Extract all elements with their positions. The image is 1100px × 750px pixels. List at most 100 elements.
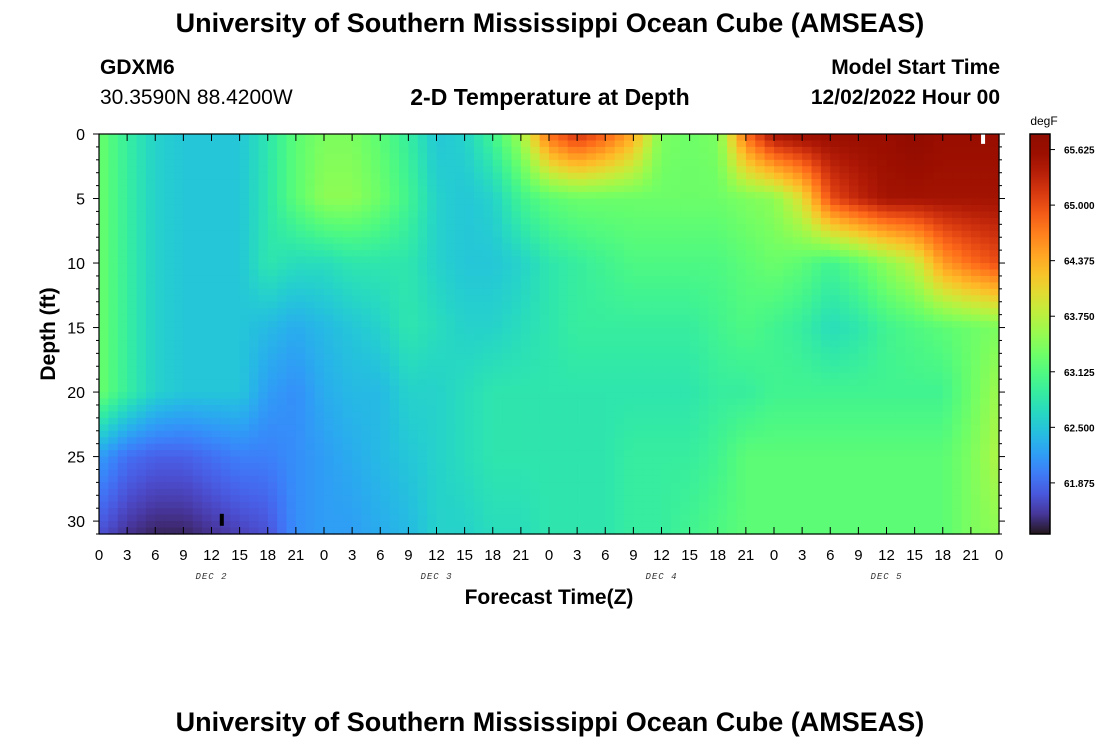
heatmap-cell — [474, 224, 484, 232]
heatmap-cell — [127, 450, 138, 458]
heatmap-cell — [267, 346, 278, 354]
heatmap-cell — [183, 282, 194, 290]
heatmap-cell — [267, 263, 278, 271]
heatmap-cell — [258, 192, 269, 200]
heatmap-cell — [745, 301, 756, 309]
heatmap-cell — [764, 404, 775, 413]
heatmap-cell — [867, 166, 878, 174]
heatmap-cell — [605, 217, 616, 225]
heatmap-cell — [989, 159, 1000, 167]
heatmap-cell — [961, 243, 972, 251]
heatmap-cell — [699, 153, 709, 161]
heatmap-cell — [127, 140, 138, 148]
heatmap-cell — [352, 166, 363, 174]
heatmap-cell — [680, 217, 691, 225]
heatmap-cell — [258, 379, 269, 387]
heatmap-cell — [727, 379, 738, 387]
heatmap-cell — [136, 204, 147, 213]
heatmap-cell — [952, 463, 963, 471]
heatmap-cell — [342, 263, 353, 271]
heatmap-cell — [764, 269, 775, 277]
heatmap-cell — [624, 204, 634, 213]
heatmap-cell — [511, 463, 522, 471]
heatmap-cell — [689, 340, 700, 348]
heatmap-cell — [867, 321, 878, 329]
heatmap-cell — [933, 159, 944, 167]
heatmap-cell — [267, 353, 278, 361]
heatmap-cell — [427, 134, 438, 142]
heatmap-cell — [952, 243, 963, 251]
heatmap-cell — [727, 301, 738, 309]
heatmap-cell — [755, 417, 766, 425]
heatmap-cell — [839, 346, 850, 354]
heatmap-cell — [380, 327, 391, 335]
heatmap-cell — [445, 250, 456, 258]
heatmap-cell — [305, 346, 316, 354]
heatmap-cell — [914, 198, 925, 206]
heatmap-cell — [933, 237, 944, 245]
heatmap-cell — [455, 450, 466, 458]
heatmap-cell — [324, 334, 334, 342]
heatmap-cell — [745, 282, 756, 290]
heatmap-cell — [455, 404, 466, 413]
heatmap-cell — [858, 243, 869, 251]
heatmap-cell — [99, 372, 109, 380]
heatmap-cell — [202, 430, 213, 438]
heatmap-cell — [961, 250, 972, 258]
heatmap-cell — [145, 134, 156, 142]
heatmap-cell — [267, 250, 278, 258]
heatmap-cell — [342, 398, 353, 406]
heatmap-cell — [980, 185, 991, 193]
heatmap-cell — [192, 340, 203, 348]
heatmap-cell — [192, 134, 203, 142]
heatmap-cell — [211, 159, 222, 167]
heatmap-cell — [455, 346, 466, 354]
heatmap-cell — [849, 159, 859, 167]
heatmap-cell — [792, 385, 803, 393]
heatmap-cell — [380, 321, 391, 329]
heatmap-cell — [164, 211, 175, 219]
heatmap-cell — [492, 140, 503, 148]
heatmap-cell — [624, 404, 634, 413]
heatmap-cell — [408, 417, 419, 425]
heatmap-cell — [202, 134, 213, 142]
heatmap-cell — [961, 379, 972, 387]
heatmap-cell — [483, 346, 494, 354]
heatmap-cell — [895, 224, 906, 232]
heatmap-cell — [924, 417, 934, 425]
heatmap-cell — [914, 230, 925, 238]
heatmap-cell — [220, 282, 231, 290]
heatmap-cell — [820, 398, 831, 406]
heatmap-cell — [745, 192, 756, 200]
heatmap-cell — [736, 263, 747, 271]
heatmap-cell — [717, 282, 728, 290]
heatmap-cell — [942, 424, 953, 432]
heatmap-cell — [717, 417, 728, 425]
heatmap-cell — [849, 392, 859, 400]
heatmap-cell — [249, 437, 259, 445]
heatmap-cell — [745, 308, 756, 316]
heatmap-cell — [333, 198, 344, 206]
heatmap-cell — [614, 134, 625, 142]
heatmap-cell — [792, 334, 803, 342]
heatmap-cell — [164, 359, 175, 367]
heatmap-cell — [267, 140, 278, 148]
heatmap-cell — [239, 301, 250, 309]
heatmap-cell — [417, 456, 428, 464]
heatmap-cell — [164, 411, 175, 419]
heatmap-cell — [483, 166, 494, 174]
heatmap-cell — [905, 146, 916, 154]
heatmap-cell — [886, 321, 897, 329]
heatmap-cell — [539, 204, 550, 213]
heatmap-cell — [605, 282, 616, 290]
heatmap-cell — [136, 301, 147, 309]
heatmap-cell — [942, 450, 953, 458]
heatmap-cell — [380, 263, 391, 271]
heatmap-cell — [783, 250, 794, 258]
heatmap-cell — [689, 359, 700, 367]
heatmap-cell — [830, 443, 841, 451]
heatmap-cell — [783, 353, 794, 361]
heatmap-cell — [530, 140, 541, 148]
heatmap-cell — [839, 430, 850, 438]
heatmap-cell — [895, 198, 906, 206]
